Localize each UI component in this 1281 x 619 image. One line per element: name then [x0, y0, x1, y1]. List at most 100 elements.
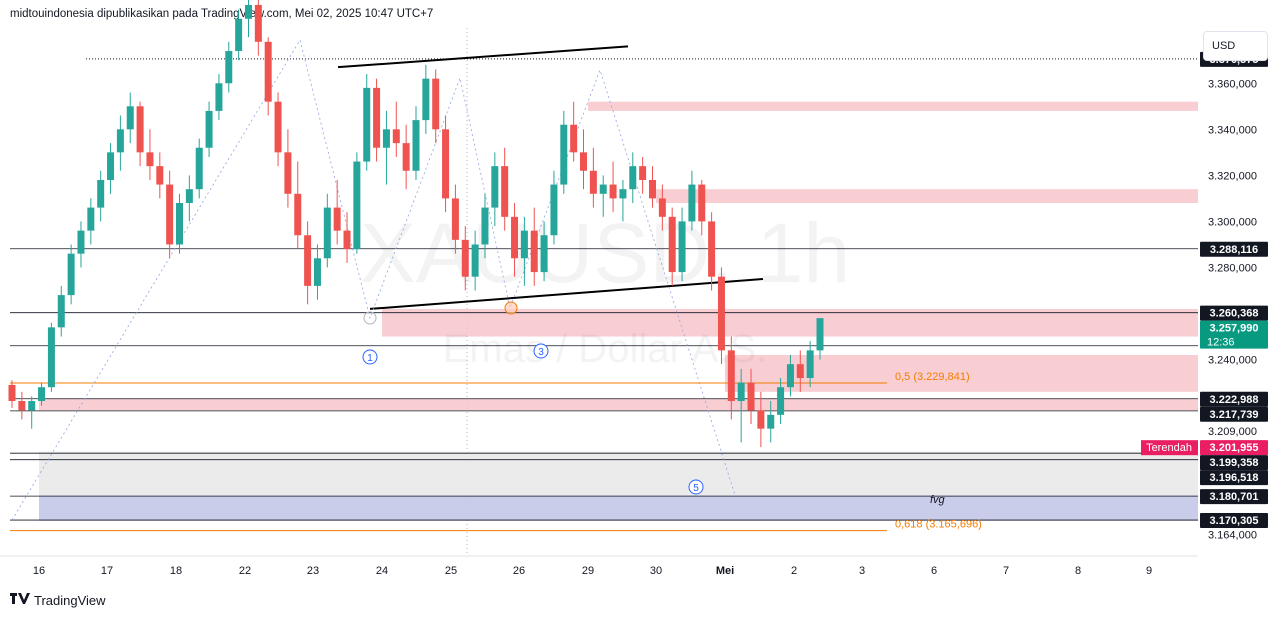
time-tick-label: 6 — [931, 565, 937, 577]
candle-body — [442, 129, 450, 199]
time-tick-label: 2 — [791, 565, 797, 577]
time-tick-label: 8 — [1075, 565, 1081, 577]
zone-supply-3 — [725, 354, 1198, 392]
candle-body — [816, 318, 824, 351]
candle-body — [235, 18, 243, 52]
time-tick-label: 17 — [101, 565, 113, 577]
price-tick-label: 3.320,000 — [1208, 170, 1257, 182]
currency-selector[interactable]: USD — [1203, 31, 1268, 61]
price-tick-label: 3.360,000 — [1208, 78, 1257, 90]
price-tick-label: 3.240,000 — [1208, 355, 1257, 367]
price-badge-text-2: 3.260,368 — [1210, 308, 1259, 320]
candle-body — [146, 152, 154, 167]
candle-body — [77, 230, 85, 254]
candle-body — [363, 87, 371, 162]
time-tick-label: 25 — [445, 565, 457, 577]
price-tick-label: 3.280,000 — [1208, 262, 1257, 274]
candle-body — [313, 258, 321, 286]
candle-body — [294, 193, 302, 236]
price-badge-text-4: 3.222,988 — [1210, 394, 1259, 406]
candle-body — [580, 152, 588, 171]
candle-body — [786, 364, 794, 388]
candle-body — [708, 221, 716, 277]
candle-body — [254, 4, 262, 42]
time-tick-label: 30 — [650, 565, 662, 577]
price-badge-text-7: 3.199,358 — [1210, 457, 1259, 469]
wave-label-3: 3 — [538, 347, 544, 358]
wave-label-1: 1 — [367, 353, 373, 364]
candle-body — [698, 184, 706, 222]
candle-body — [461, 239, 469, 277]
candle-body — [47, 327, 55, 388]
candle-body — [717, 276, 725, 351]
trendline-upper — [337, 45, 629, 69]
candle-body — [668, 216, 676, 273]
zone-supply-0 — [588, 101, 1198, 111]
candle-body — [491, 166, 499, 208]
candle-body — [688, 184, 696, 222]
fib-label-1: 0,618 (3.165,696) — [895, 519, 982, 531]
zones — [39, 101, 1198, 521]
candle-body — [796, 364, 804, 378]
price-axis: 3.360,000 3.340,000 3.320,000 3.300,000 3.28… — [1208, 78, 1257, 541]
candle-body — [609, 184, 617, 199]
price-tick-label: 3.209,000 — [1208, 426, 1257, 438]
candle-body — [560, 124, 568, 185]
candle-body — [274, 101, 282, 153]
candle-body — [471, 244, 479, 277]
wave-label-5: 5 — [693, 483, 699, 494]
candle-body — [323, 207, 331, 259]
wave-circle-1 — [362, 349, 378, 365]
zone-demand-6 — [39, 495, 1198, 521]
time-tick-label: 29 — [582, 565, 594, 577]
watermark-subtitle: Emas / Dollar A.S. — [443, 327, 768, 371]
time-tick-label: 7 — [1003, 565, 1009, 577]
candle-body — [422, 78, 430, 121]
candle-body — [806, 350, 814, 378]
time-tick-label: 3 — [859, 565, 865, 577]
candle-body — [570, 124, 578, 153]
candle-body — [87, 207, 95, 231]
candle-body — [57, 295, 65, 328]
candle-body — [747, 382, 755, 411]
price-tick-label: 3.164,000 — [1208, 530, 1257, 542]
zone-supply-2 — [382, 308, 1198, 337]
candle-body — [18, 401, 26, 411]
zone-supply-4 — [39, 398, 1198, 411]
candle-body — [432, 78, 440, 130]
candle-body — [67, 253, 75, 296]
candle-body — [353, 161, 361, 250]
horizontal-lines: 0,5 (3.229,841) 0,618 (3.165,696) — [10, 58, 1198, 532]
candle-body — [225, 51, 233, 84]
time-axis: 16 17 18 22 23 24 25 26 29 30 Mei 2 3 6 7 8 9 — [0, 555, 1198, 577]
candle-body — [727, 350, 735, 402]
candle-body — [678, 221, 686, 273]
candle-body — [520, 230, 528, 259]
candle-body — [28, 401, 36, 411]
candle-body — [333, 207, 341, 231]
price-badge-text-9: 3.180,701 — [1210, 491, 1259, 503]
candle-body — [777, 387, 785, 415]
candle-body — [530, 230, 538, 273]
candle-body — [176, 203, 184, 245]
countdown-text: 12:36 — [1207, 337, 1235, 349]
price-badge-9 — [1200, 489, 1268, 505]
candle-body — [481, 207, 489, 245]
price-tick-label: 3.300,000 — [1208, 216, 1257, 228]
price-badge-text-6: 3.201,955 — [1210, 442, 1259, 454]
price-badge-8 — [1200, 470, 1268, 486]
price-badge-3 — [1200, 320, 1268, 349]
footer-brand: TradingView — [34, 593, 106, 608]
price-badge-2 — [1200, 305, 1268, 321]
time-tick-label: 16 — [33, 565, 45, 577]
candle-body — [126, 106, 134, 130]
price-badge-text-8: 3.196,518 — [1210, 472, 1259, 484]
watermark-symbol: XAUUSD, 1h — [360, 206, 850, 300]
candle-body — [264, 41, 272, 102]
candle-body — [511, 216, 519, 259]
fib-label-0: 0,5 (3.229,841) — [895, 371, 970, 383]
candle-body — [343, 230, 351, 250]
candle-body — [38, 387, 46, 402]
price-tick-label: 3.340,000 — [1208, 124, 1257, 136]
